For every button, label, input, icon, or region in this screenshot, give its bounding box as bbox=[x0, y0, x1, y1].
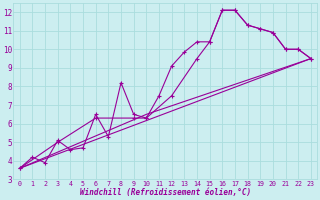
X-axis label: Windchill (Refroidissement éolien,°C): Windchill (Refroidissement éolien,°C) bbox=[80, 188, 251, 197]
